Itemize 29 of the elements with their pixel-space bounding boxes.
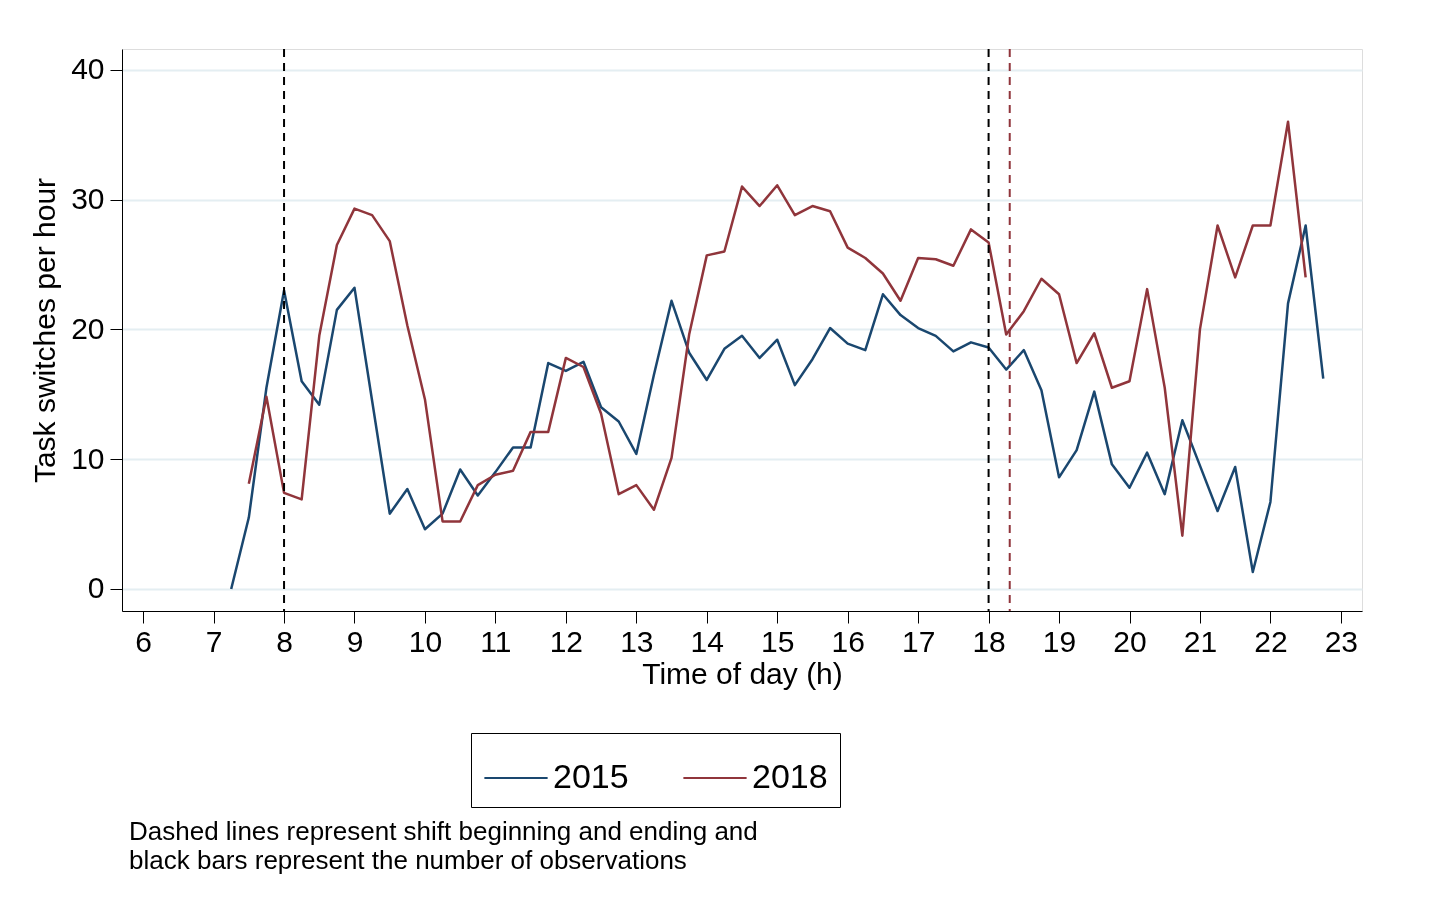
x-tick-label: 6	[135, 624, 152, 658]
x-tick-label: 14	[690, 624, 724, 658]
y-tick-label: 40	[71, 52, 105, 86]
x-tick-label: 11	[480, 624, 512, 658]
legend-label: 2018	[752, 757, 828, 795]
x-tick-label: 21	[1183, 624, 1218, 658]
x-tick-label: 9	[346, 624, 364, 658]
x-tick-label: 8	[276, 624, 293, 658]
line-series	[229, 224, 1325, 591]
y-tick-label: 0	[87, 571, 105, 605]
text: Dashed lines represent shift beginning and ending and black bars represent the number of observations	[129, 816, 758, 875]
x-tick-label: 10	[408, 624, 443, 658]
x-tick-label: 12	[549, 624, 584, 658]
x-tick-label: 7	[205, 624, 223, 658]
y-tick-label: 10	[71, 441, 105, 475]
legend-label: 2015	[553, 757, 629, 795]
x-tick-label: 18	[972, 624, 1006, 658]
x-tick-label: 19	[1042, 624, 1077, 658]
x-tick-label: 23	[1324, 624, 1359, 658]
x-tick-label: 15	[761, 624, 795, 658]
y-tick-label: 20	[71, 311, 105, 345]
x-tick-label: 13	[620, 624, 654, 658]
y-tick-label: 30	[71, 182, 105, 216]
x-tick-label: 17	[901, 624, 936, 658]
x-tick-label: 16	[831, 624, 865, 658]
x-tick-label: 20	[1113, 624, 1147, 658]
y-axis-title: Task switches per hour	[28, 177, 62, 484]
x-axis-title: Time of day (h)	[642, 656, 843, 690]
x-tick-label: 22	[1254, 624, 1288, 658]
